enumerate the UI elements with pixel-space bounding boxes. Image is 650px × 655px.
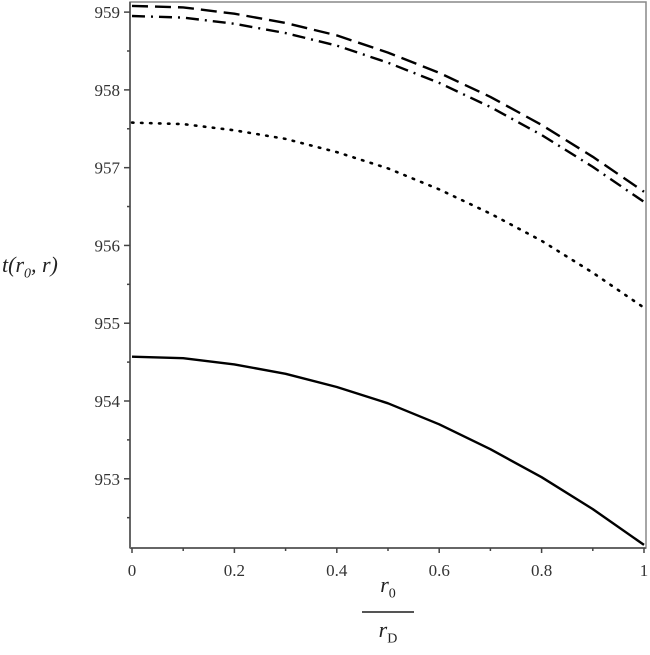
x-tick-label: 1 bbox=[640, 561, 649, 580]
y-tick-label: 956 bbox=[95, 236, 121, 255]
series-line-dashed bbox=[131, 4, 645, 193]
axes bbox=[129, 1, 647, 549]
x-tick-label: 0.4 bbox=[326, 561, 348, 580]
fraction-bar bbox=[362, 611, 414, 614]
series-line-solid bbox=[131, 355, 645, 546]
y-tick-label: 959 bbox=[95, 3, 121, 22]
series-lines bbox=[130, 4, 646, 546]
series-line-dashdot bbox=[131, 14, 645, 203]
y-tick-label: 954 bbox=[95, 392, 121, 411]
y-tick-label: 958 bbox=[95, 81, 121, 100]
ticks: 0 0.2 0.4 0.6 0.8 1 953 954 955 956 957 958 959 bbox=[95, 3, 649, 580]
x-axis-label: r0 rD bbox=[358, 570, 418, 655]
x-tick-label: 0.8 bbox=[531, 561, 552, 580]
x-label-numerator: r0 bbox=[380, 572, 396, 602]
y-tick-label: 957 bbox=[95, 159, 121, 178]
x-tick-label: 0 bbox=[128, 561, 137, 580]
y-tick-label: 955 bbox=[95, 314, 121, 333]
plot-frame bbox=[129, 1, 647, 549]
y-tick-label: 953 bbox=[95, 470, 121, 489]
x-label-denominator: rD bbox=[378, 617, 398, 647]
y-axis-label: t(r0, r) bbox=[2, 252, 58, 282]
x-tick-label: 0.2 bbox=[224, 561, 245, 580]
x-tick-label: 0.6 bbox=[429, 561, 450, 580]
series-line-dotted bbox=[130, 121, 646, 310]
